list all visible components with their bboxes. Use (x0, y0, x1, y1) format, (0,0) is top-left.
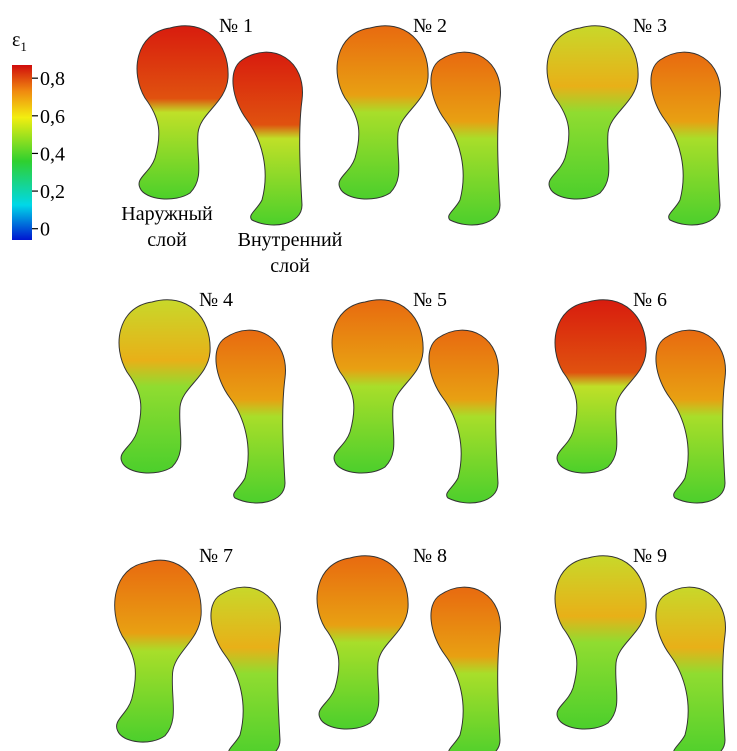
inner-shape (429, 330, 499, 503)
outer-shape (547, 26, 638, 199)
colorbar-tick-label: 0,6 (40, 106, 65, 128)
shapes (115, 26, 726, 751)
inner-shape (656, 587, 726, 751)
outer-shape (555, 300, 646, 473)
outer-shape (337, 26, 428, 199)
panel-label: № 6 (633, 289, 667, 311)
colorbar-tick-label: 0,8 (40, 68, 65, 90)
outer-shape (332, 300, 423, 473)
inner-layer-label: Внутренний (238, 229, 343, 251)
outer-shape (115, 560, 202, 742)
outer-layer-label: слой (147, 229, 187, 251)
outer-shape (119, 300, 210, 473)
outer-shape (137, 26, 228, 199)
inner-shape (651, 52, 721, 225)
panel-label: № 9 (633, 545, 667, 567)
panel-label: № 5 (413, 289, 447, 311)
outer-shape (317, 556, 408, 729)
panel-label: № 7 (199, 545, 233, 567)
colorbar-tick-label: 0 (40, 219, 50, 241)
figure: ε1 Наружный слой Внутренний слой 0,8 0,6 0… (0, 0, 737, 751)
panel-label: № 8 (413, 545, 447, 567)
outer-layer-label: Наружный (121, 203, 213, 225)
panel-label: № 1 (219, 15, 253, 37)
inner-shape (656, 330, 726, 503)
inner-layer-label: слой (270, 255, 310, 277)
inner-shape (233, 52, 303, 225)
inner-shape (431, 52, 501, 225)
inner-shape (431, 587, 501, 751)
inner-shape (211, 587, 281, 751)
colorbar (12, 65, 32, 240)
colorbar-tick-label: 0,2 (40, 181, 65, 203)
panel-label: № 2 (413, 15, 447, 37)
inner-shape (216, 330, 286, 503)
panel-label: № 4 (199, 289, 233, 311)
panel-label: № 3 (633, 15, 667, 37)
colorbar-tick-label: 0,4 (40, 143, 65, 165)
colorbar-label: ε1 (12, 29, 27, 54)
outer-shape (555, 556, 646, 729)
